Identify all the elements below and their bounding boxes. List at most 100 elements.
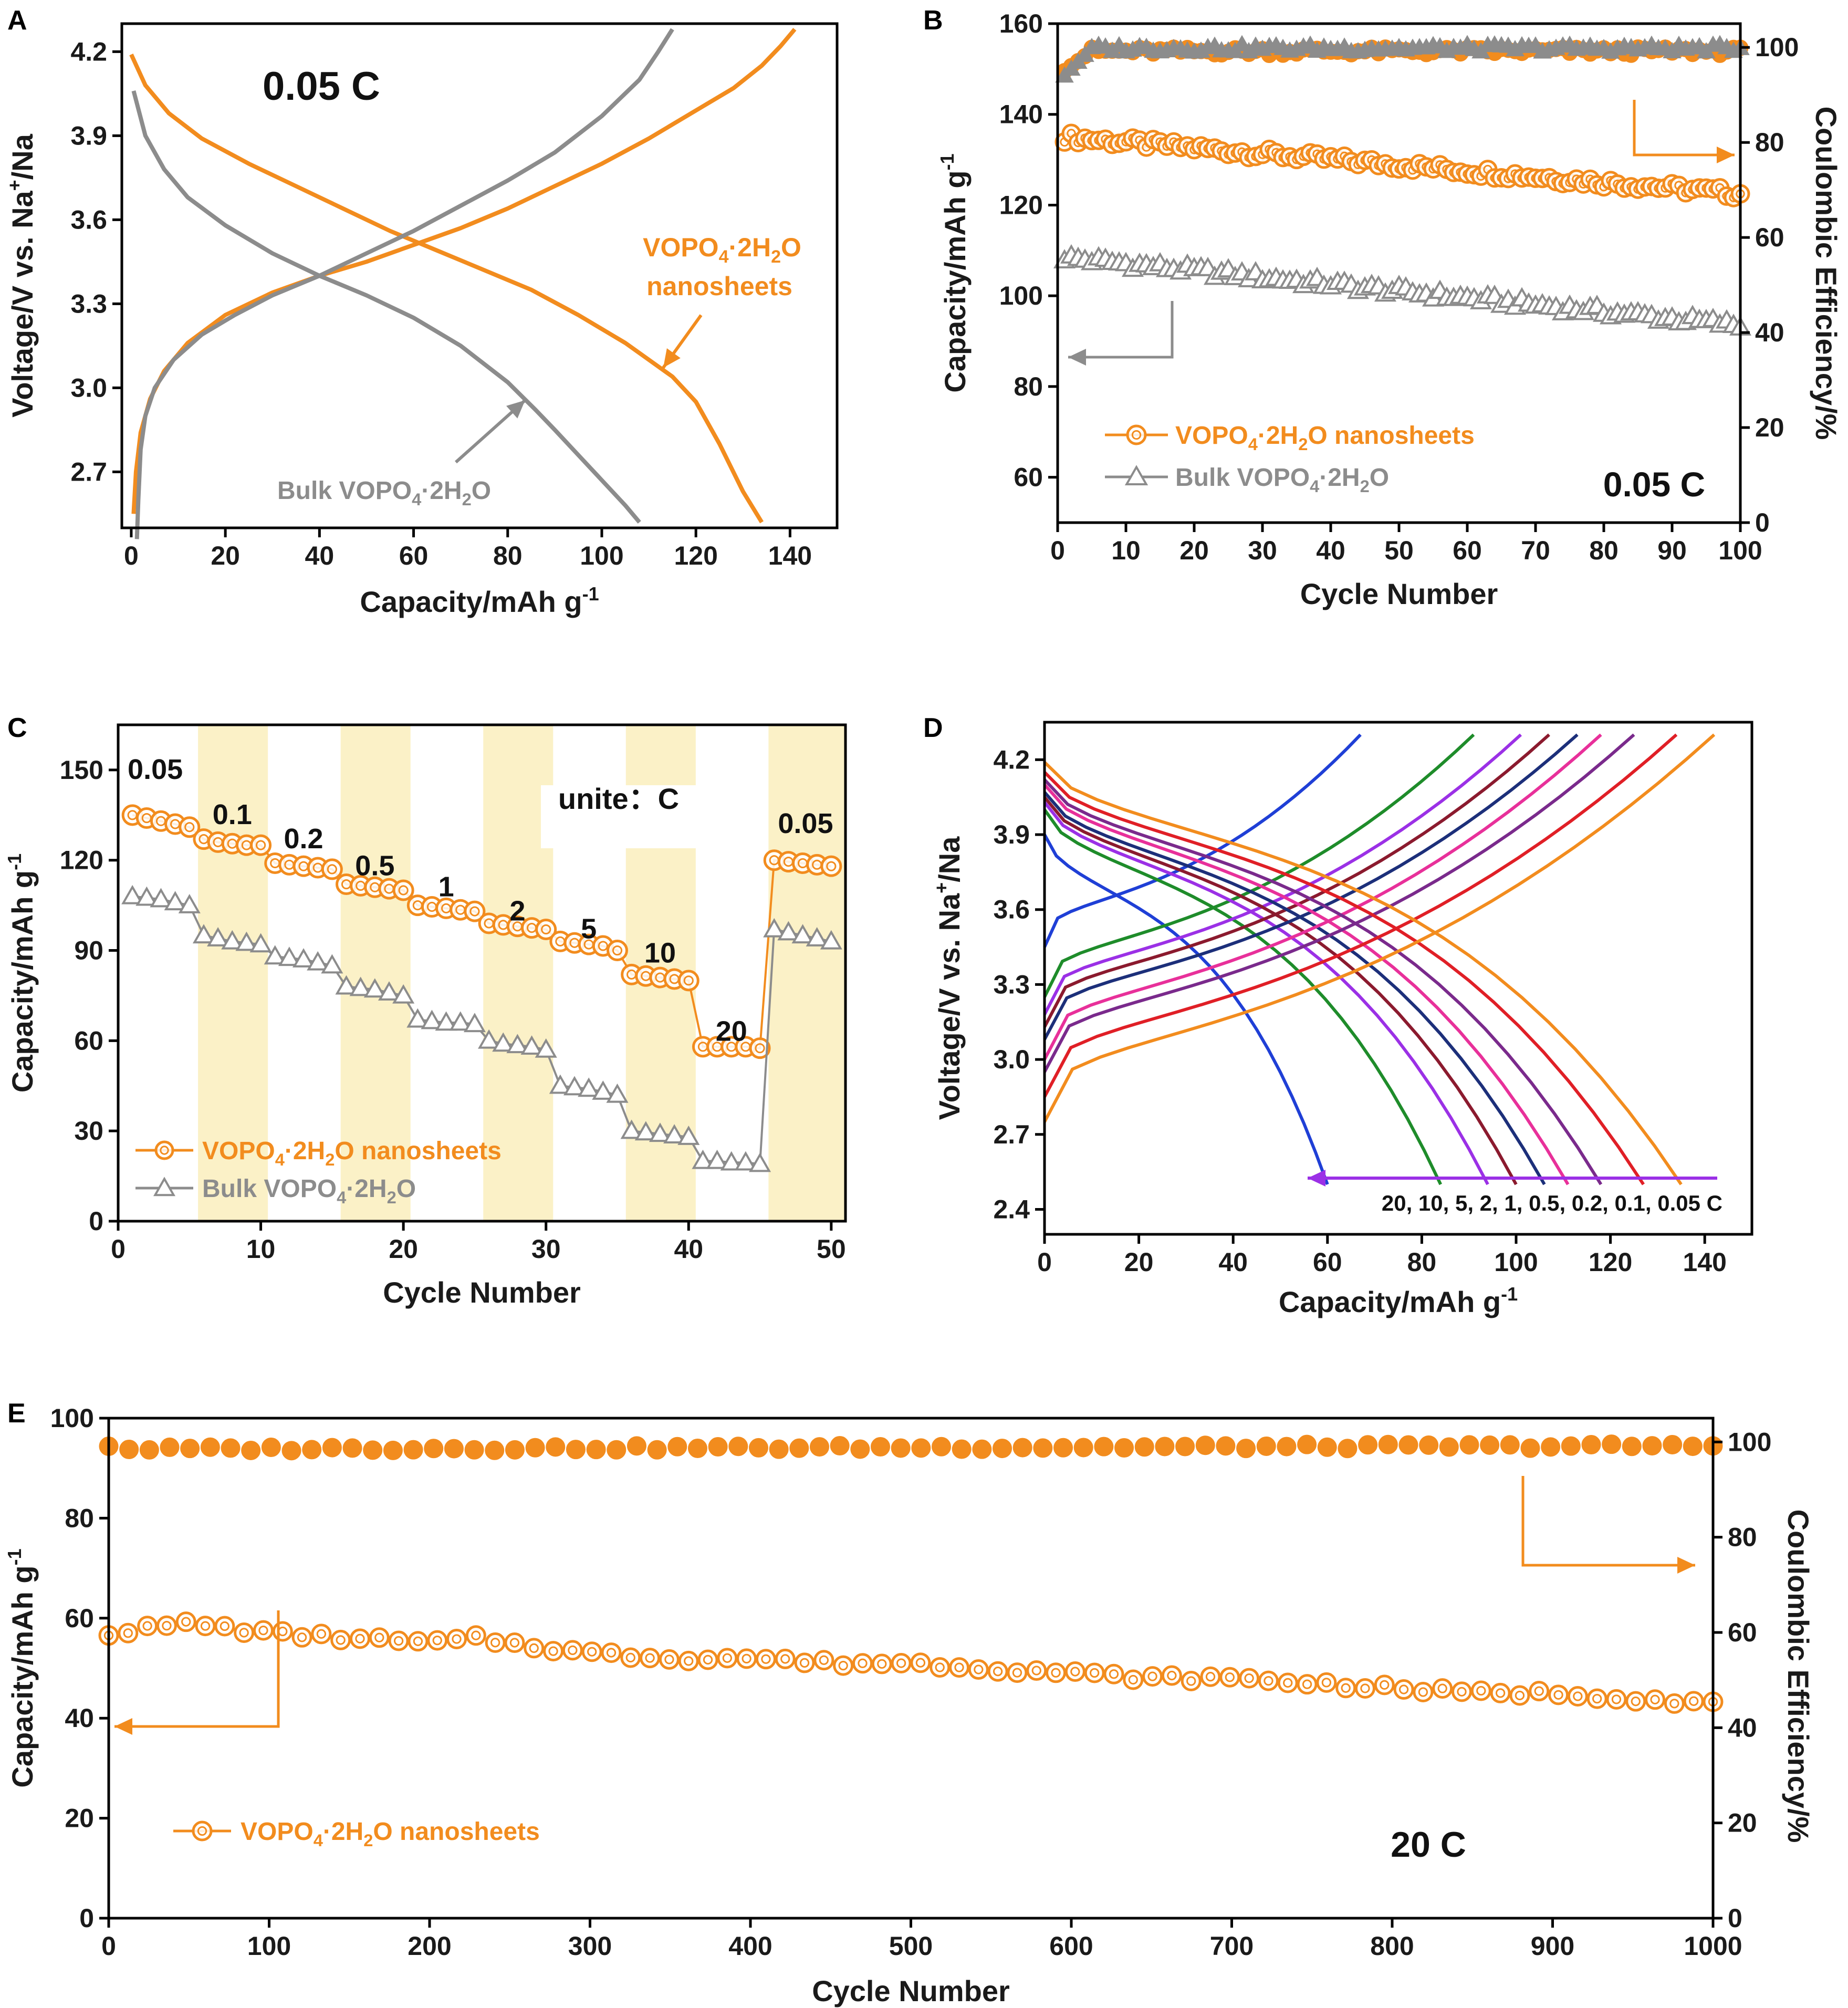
panel-e-legend-label-text: VOPO	[241, 1818, 314, 1846]
panel-d-charge-curve	[1043, 733, 1475, 998]
panel-e-left-axis-arrow	[114, 1610, 280, 1728]
panel-a-nano-label-subscript: 2	[771, 247, 781, 267]
panel-e-capacity-point-inner	[1534, 1686, 1544, 1696]
panel-c-rate-band	[198, 725, 268, 1221]
panel-a-x-tick-label: 100	[580, 541, 623, 570]
panel-e-ce-point	[1134, 1437, 1154, 1457]
panel-e-x-tick-label: 900	[1531, 1931, 1574, 1961]
panel-e-ce-point	[1378, 1434, 1398, 1454]
panel-c-rate-band	[340, 725, 411, 1221]
panel-d: D 0 20 40 60 80 100 120 140 2.4 2.7 3.0 3.3 3.6 3.9 4.2…	[923, 713, 1753, 1318]
panel-e-ce-point	[1622, 1437, 1642, 1456]
panel-e-capacity-point	[1625, 1691, 1646, 1712]
panel-e-capacity-point	[659, 1649, 680, 1670]
panel-d-charge-curve	[1043, 733, 1678, 1098]
panel-c-point	[692, 1149, 714, 1169]
panel-e-capacity-point-inner	[877, 1659, 887, 1669]
panel-e-capacity-point-inner	[761, 1654, 771, 1664]
panel-a-nano-arrow-head	[663, 348, 681, 368]
panel-e-ce-point	[708, 1437, 728, 1456]
panel-c-point	[164, 891, 186, 911]
panel-e-ce-point	[586, 1440, 606, 1460]
panel-a-y-title-main: Voltage/V vs. Na	[6, 190, 39, 417]
panel-a-bulk-arrow-head	[506, 400, 525, 419]
panel-c-x-title: Cycle Number	[383, 1276, 581, 1309]
panel-e-x-tick-label: 200	[408, 1931, 451, 1961]
panel-e-capacity-point-inner	[220, 1621, 229, 1631]
panel-d-y-title: Voltage/V vs. Na+/Na	[931, 836, 966, 1120]
panel-e-capacity-point	[1219, 1667, 1240, 1688]
panel-e-capacity-point-inner	[1380, 1680, 1390, 1690]
panel-b-left-axis-arrow-head	[1068, 349, 1086, 366]
panel-c-point	[549, 1074, 571, 1094]
panel-e-capacity-point	[1161, 1665, 1182, 1686]
panel-b-x-tick-label: 40	[1316, 536, 1345, 565]
panel-e-ce-point	[728, 1437, 748, 1456]
panel-e-capacity-point-inner	[819, 1655, 829, 1665]
panel-e-capacity-point	[388, 1630, 409, 1651]
panel-e-capacity-point	[1393, 1679, 1414, 1700]
panel-b-y2-tick-label: 20	[1755, 413, 1784, 442]
panel-e-y-title: Capacity/mAh g-1	[4, 1548, 39, 1787]
panel-e-capacity-point	[408, 1631, 429, 1652]
panel-e-ce-point	[1216, 1436, 1236, 1456]
panel-e-ce-point	[1033, 1438, 1053, 1458]
panel-e-ce-point	[241, 1440, 261, 1460]
panel-d-x-title-superscript: -1	[1501, 1283, 1518, 1305]
panel-e-capacity-point	[1606, 1689, 1627, 1710]
panel-e-capacity-point-inner	[490, 1638, 500, 1648]
panel-d-y-tick-label: 2.4	[993, 1194, 1030, 1224]
panel-e-y-tick-label: 100	[50, 1403, 94, 1433]
panel-e-capacity-point-inner	[1205, 1672, 1216, 1682]
panel-e-capacity-point-inner	[838, 1660, 848, 1671]
panel-c-point	[535, 1038, 557, 1058]
panel-b-y-tick-label: 60	[1014, 463, 1043, 492]
panel-e-legend-marker-inner	[197, 1826, 207, 1836]
panel-d-x-tick-label: 0	[1037, 1247, 1052, 1277]
panel-c-legend-marker-inner	[160, 1146, 169, 1155]
panel-e-ce-point	[1277, 1437, 1297, 1456]
panel-e-capacity-point	[118, 1622, 139, 1643]
panel-d-letter: D	[923, 713, 943, 743]
panel-d-y-title-suffix: /Na	[933, 836, 966, 882]
panel-e-ce-point	[1155, 1437, 1175, 1456]
panel-e-capacity-point-inner	[1515, 1690, 1525, 1701]
panel-b-y-title-superscript: -1	[936, 153, 958, 170]
panel-e-capacity-point-inner	[858, 1658, 868, 1668]
panel-b-x-tick-label: 100	[1718, 536, 1762, 565]
panel-e-capacity-point	[755, 1649, 776, 1670]
panel-e-capacity-point	[1548, 1684, 1569, 1705]
panel-a-y-title: Voltage/V vs. Na+/Na	[4, 133, 39, 418]
panel-c-point-inner	[826, 861, 837, 871]
panel-d-x-tick-label: 60	[1313, 1247, 1342, 1277]
panel-d-x-tick-label: 20	[1124, 1247, 1154, 1277]
panel-b-y2-tick-label: 60	[1755, 223, 1784, 252]
panel-c-point	[192, 924, 215, 944]
panel-e-capacity-point-inner	[606, 1648, 617, 1658]
panel-e-capacity-point	[214, 1616, 235, 1637]
panel-e-ce-point	[1114, 1438, 1134, 1458]
panel-e-x-tick-label: 400	[728, 1931, 772, 1961]
panel-e-capacity-point-inner	[1553, 1690, 1563, 1700]
panel-e-capacity-point	[678, 1650, 699, 1671]
panel-d-y-tick-label: 3.6	[993, 895, 1030, 924]
panel-b-x-tick-label: 70	[1521, 536, 1550, 565]
panel-c-point	[363, 978, 386, 998]
panel-c-point-inner	[327, 864, 337, 875]
panel-d-discharge-curve	[1043, 791, 1546, 1185]
panel-e-capacity-point	[1239, 1668, 1260, 1689]
panel-e-capacity-point	[427, 1630, 448, 1651]
panel-b-right-axis-arrow-head	[1717, 147, 1735, 163]
panel-c-y-tick-label: 60	[74, 1026, 103, 1055]
panel-e-capacity-point	[813, 1650, 834, 1671]
panel-e-ce-point	[1439, 1437, 1459, 1457]
panel-b-x-tick-label: 0	[1050, 536, 1065, 565]
panel-c-rate-label: 0.05	[778, 808, 833, 839]
panel-e-capacity-point	[1046, 1662, 1067, 1683]
panel-e-right-axis-arrow	[1521, 1476, 1695, 1567]
panel-e-ce-point	[1663, 1434, 1683, 1454]
panel-e-capacity-point	[543, 1641, 564, 1662]
panel-e-capacity-point	[581, 1641, 602, 1662]
panel-e-capacity-point-inner	[915, 1658, 926, 1668]
